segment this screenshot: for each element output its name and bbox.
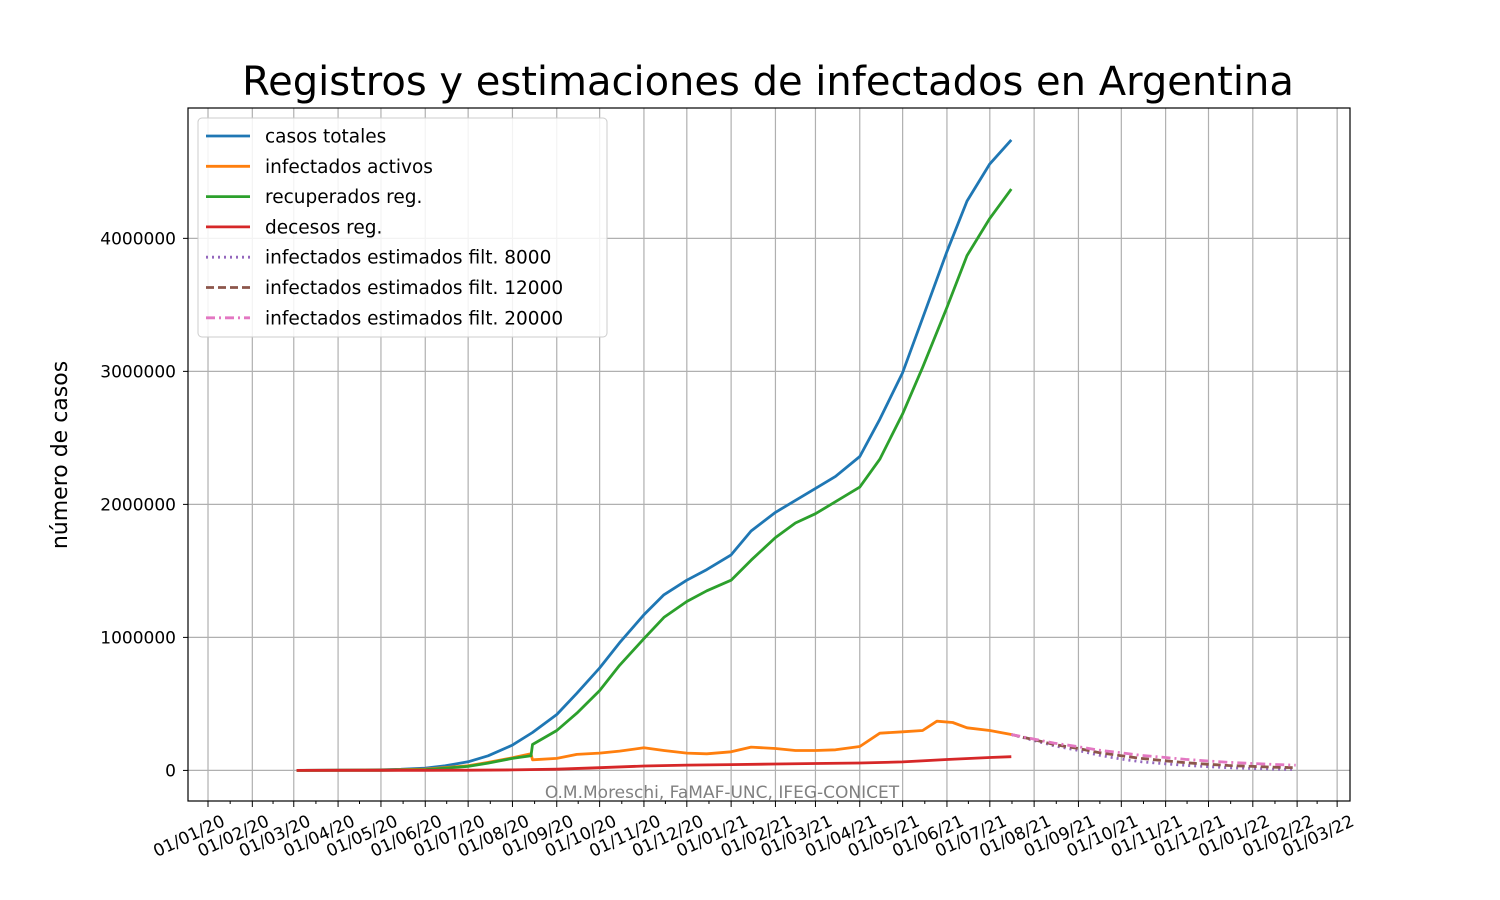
- series-line-2: [296, 188, 1013, 772]
- legend-label: infectados estimados filt. 8000: [265, 248, 551, 269]
- plot-frame: [187, 107, 1351, 802]
- legend-label: casos totales: [265, 127, 386, 148]
- legend-label: decesos reg.: [265, 217, 382, 238]
- legend-box: [197, 117, 608, 338]
- chart-title: Registros y estimaciones de infectados e…: [242, 59, 1294, 105]
- legend-label: infectados activos: [265, 157, 433, 178]
- legend-label: recuperados reg.: [265, 187, 422, 208]
- y-tick-label: 3000000: [100, 362, 176, 382]
- legend-label: infectados estimados filt. 20000: [265, 308, 563, 329]
- y-tick-label: 1000000: [100, 628, 176, 648]
- credit-text: O.M.Moreschi, FaMAF-UNC, IFEG-CONICET: [545, 783, 900, 803]
- series-lines: [296, 138, 1296, 772]
- y-tick-label: 0: [165, 761, 176, 781]
- legend: casos totales infectados activos recuperad…: [197, 117, 608, 338]
- y-tick-label: 2000000: [100, 495, 176, 515]
- series-line-5: [1010, 733, 1296, 770]
- y-tick-label: 4000000: [100, 229, 176, 249]
- series-line-3: [296, 755, 1012, 772]
- legend-label: infectados estimados filt. 12000: [265, 278, 563, 299]
- y-axis-label: número de casos: [48, 361, 73, 549]
- series-line-0: [296, 138, 1013, 772]
